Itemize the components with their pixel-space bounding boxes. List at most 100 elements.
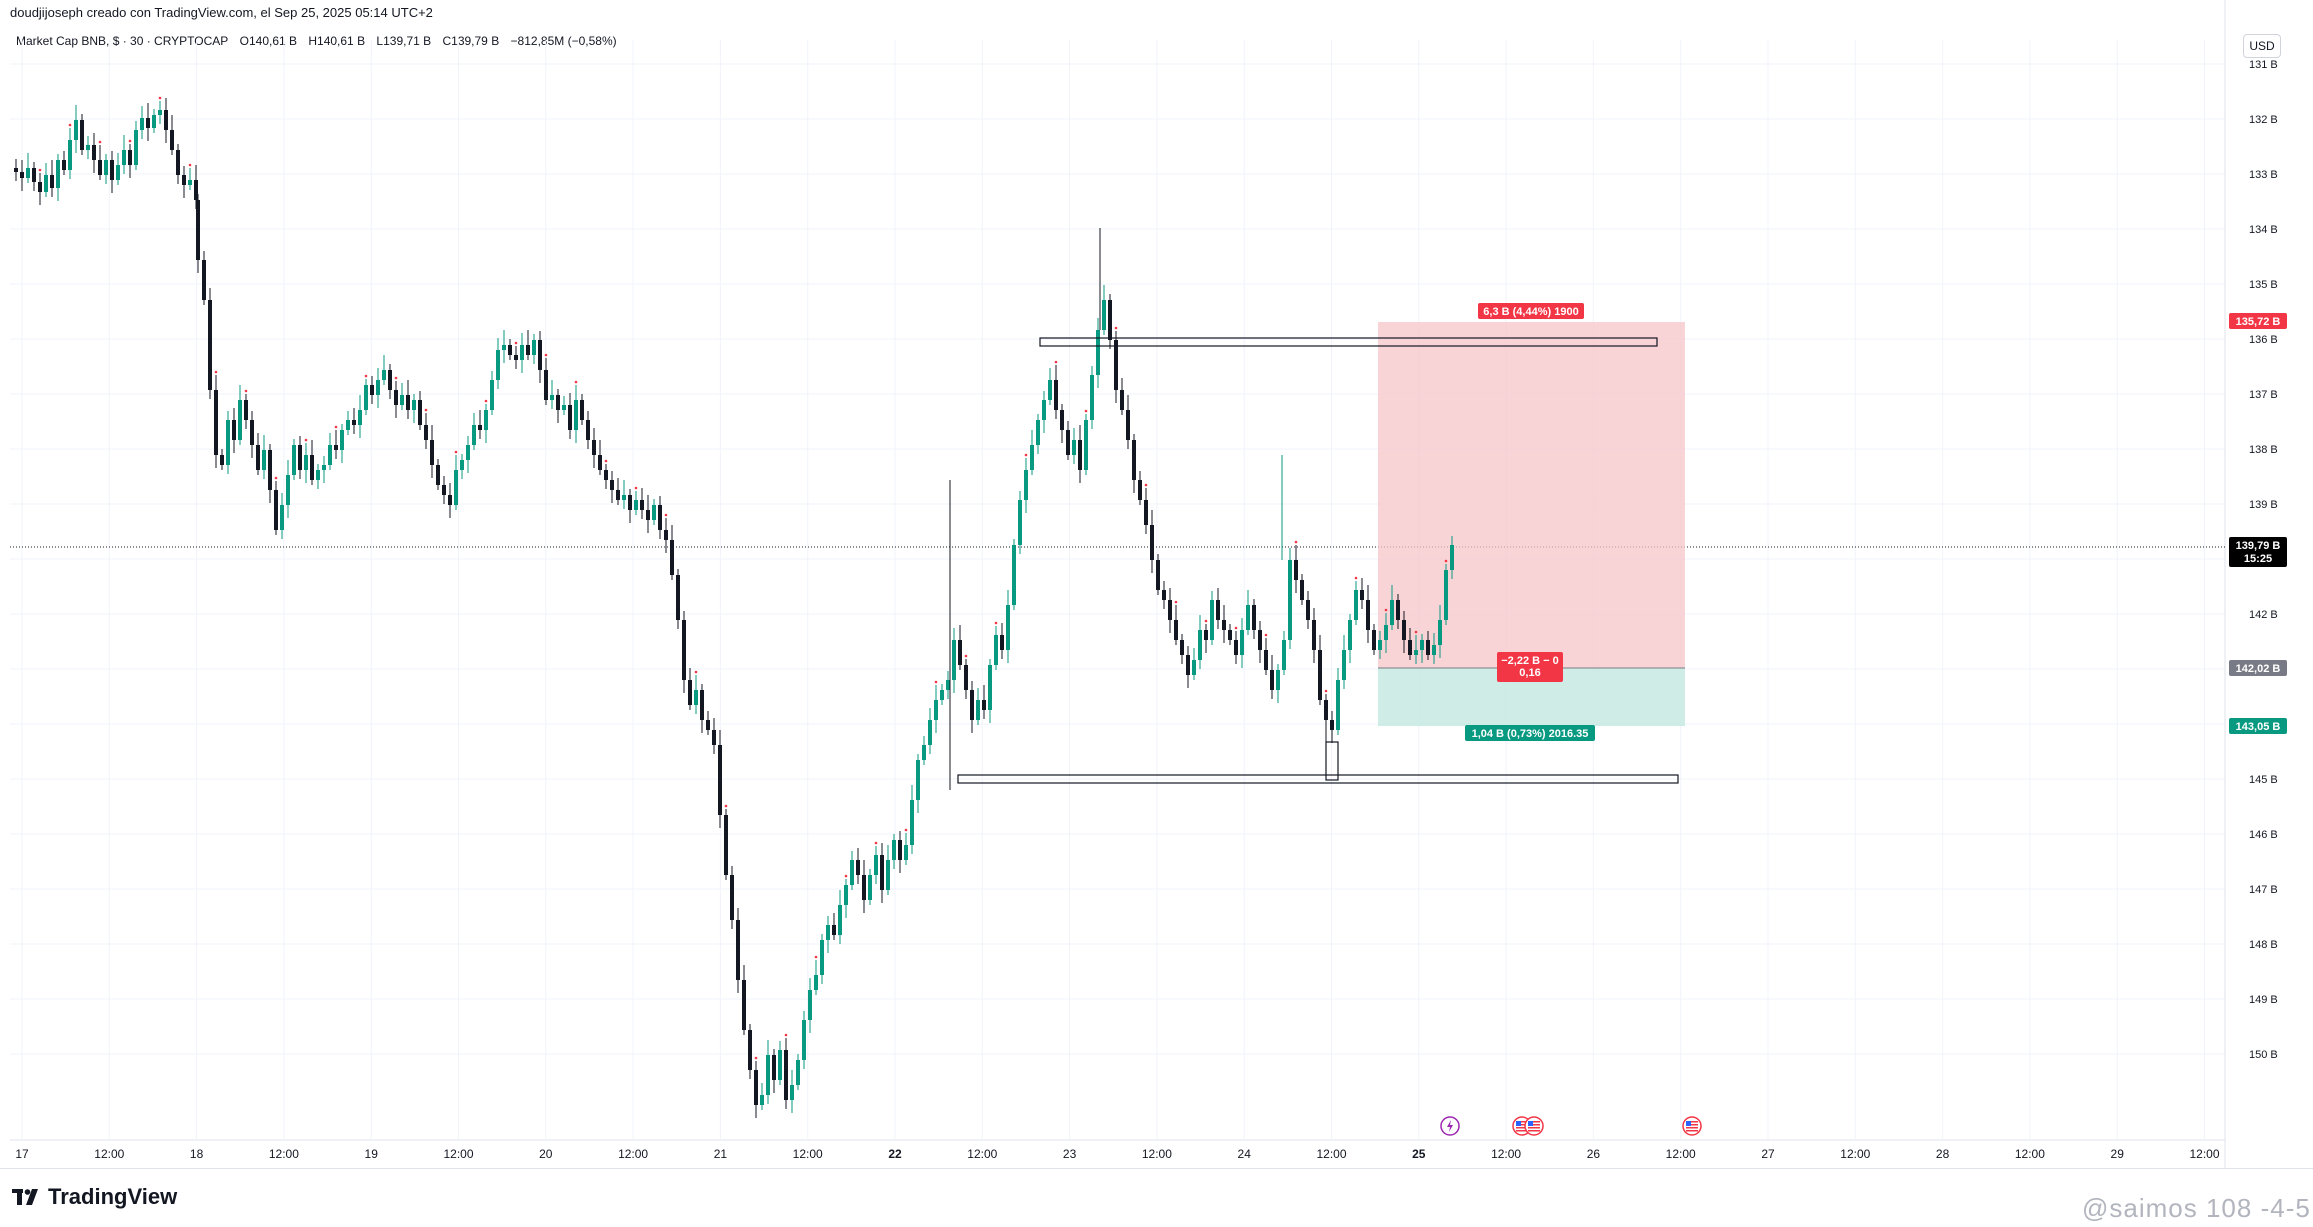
target-price-tag-bg xyxy=(2229,718,2287,734)
tradingview-mark-icon xyxy=(12,1187,42,1207)
lightning-event-icon[interactable] xyxy=(1440,1116,1460,1136)
candle-body xyxy=(802,1020,806,1060)
candle-body xyxy=(592,440,596,455)
candle-body xyxy=(1180,640,1184,655)
current-price-tag: 139,79 B xyxy=(2236,540,2281,552)
time-tick-label: 28 xyxy=(1936,1147,1950,1161)
candle-body xyxy=(50,175,54,188)
candle-body xyxy=(484,410,488,430)
candle-body xyxy=(706,720,710,730)
candle-body xyxy=(526,345,530,355)
candle-body xyxy=(134,130,138,165)
flag-canton xyxy=(1686,1121,1691,1126)
candle-marker xyxy=(544,353,548,357)
high-value: H140,61 B xyxy=(308,34,366,48)
candle-body xyxy=(244,400,248,420)
candle-body xyxy=(370,385,374,395)
candle-body xyxy=(1084,420,1088,470)
candle-body xyxy=(1174,620,1178,640)
us-flag-event-icon[interactable] xyxy=(1682,1116,1702,1136)
candle-body xyxy=(1036,420,1040,445)
entry-info-label-bg xyxy=(1497,652,1563,682)
candle-marker xyxy=(214,370,218,374)
grid xyxy=(10,0,2226,1168)
candle-marker xyxy=(1204,619,1208,623)
candle-body xyxy=(1114,340,1118,390)
candle-body xyxy=(1024,470,1028,500)
candle-body xyxy=(334,445,338,450)
support-box xyxy=(957,774,1679,784)
candle-body xyxy=(1018,500,1022,545)
candle-body xyxy=(676,575,680,620)
candle-body xyxy=(44,175,48,192)
candle-body xyxy=(496,350,500,380)
candle-body xyxy=(1240,630,1244,655)
time-axis[interactable]: 17 12:00 18 12:00 19 12:00 20 12:00 21 12:00 22 12:… xyxy=(15,1147,2220,1161)
lightning-icon xyxy=(1447,1120,1453,1132)
candle-body xyxy=(736,920,740,980)
price-tick-label: 142 B xyxy=(2249,609,2278,621)
candle-marker xyxy=(1294,540,1298,544)
candle-body xyxy=(1372,630,1376,650)
candle-body xyxy=(562,405,566,410)
candle-body xyxy=(274,490,278,530)
candle-body xyxy=(1330,720,1334,730)
time-tick-label: 12:00 xyxy=(967,1147,997,1161)
candle-marker xyxy=(334,425,338,429)
candle-body xyxy=(580,400,584,420)
flag-stripe xyxy=(1686,1127,1698,1129)
candle-body xyxy=(880,855,884,890)
candle-body xyxy=(202,260,206,300)
candle-body xyxy=(182,175,186,185)
candle-body xyxy=(604,470,608,480)
candle-body xyxy=(790,1085,794,1100)
entry-price-tag-bg xyxy=(2229,660,2287,676)
price-tick-label: 133 B xyxy=(2249,169,2278,181)
candle-body xyxy=(520,345,524,360)
candle-body xyxy=(74,120,78,140)
candle-body xyxy=(316,470,320,480)
chart-header: doudjijoseph creado con TradingView.com,… xyxy=(10,5,433,20)
candle-body xyxy=(622,495,626,500)
currency-button[interactable]: USD xyxy=(2243,34,2281,58)
candle-body xyxy=(1408,640,1412,655)
candle-body xyxy=(14,168,18,172)
price-axis[interactable]: 131 B 132 B 133 B 134 B 135 B 136 B 137 B 138 B… xyxy=(2229,59,2287,1061)
time-tick-label: 12:00 xyxy=(94,1147,124,1161)
candle-body xyxy=(538,340,542,370)
candle-body xyxy=(568,405,572,430)
price-tick-label: 131 B xyxy=(2249,59,2278,71)
candles xyxy=(14,96,1454,1118)
brand-name: TradingView xyxy=(48,1184,178,1209)
candle-body xyxy=(92,145,96,160)
time-tick-label: 12:00 xyxy=(1840,1147,1870,1161)
candle-body xyxy=(20,172,24,178)
candle-marker xyxy=(38,168,42,172)
time-tick-label: 22 xyxy=(888,1147,902,1161)
candle-body xyxy=(490,380,494,410)
candle-body xyxy=(514,355,518,360)
candle-body xyxy=(442,485,446,495)
candle-body xyxy=(268,450,272,490)
candle-body xyxy=(56,160,60,188)
us-flag-event-icon[interactable] xyxy=(1524,1116,1544,1136)
chart-canvas[interactable]: 6,3 B (4,44%) 1900 −2,22 B − 00,16 1,04 B … xyxy=(0,0,2313,1168)
candle-body xyxy=(1102,300,1106,330)
candle-body xyxy=(196,200,200,260)
candle-body xyxy=(1426,640,1430,655)
candle-body xyxy=(634,500,638,510)
divider xyxy=(0,1168,2313,1169)
candle-body xyxy=(628,495,632,510)
current-price-tag: 15:25 xyxy=(2244,553,2272,565)
candle-body xyxy=(1108,300,1112,340)
symbol-name[interactable]: Market Cap BNB, $ · 30 · CRYPTOCAP xyxy=(16,34,229,48)
price-tick-label: 149 B xyxy=(2249,994,2278,1006)
candle-body xyxy=(1360,590,1364,600)
drawn-rectangles[interactable] xyxy=(957,337,1679,784)
event-icons[interactable] xyxy=(1440,1116,1702,1136)
candle-body xyxy=(718,745,722,815)
candle-marker xyxy=(484,399,488,403)
candle-body xyxy=(1222,620,1226,630)
candle-body xyxy=(220,455,224,465)
position-tool[interactable] xyxy=(1378,322,1685,726)
